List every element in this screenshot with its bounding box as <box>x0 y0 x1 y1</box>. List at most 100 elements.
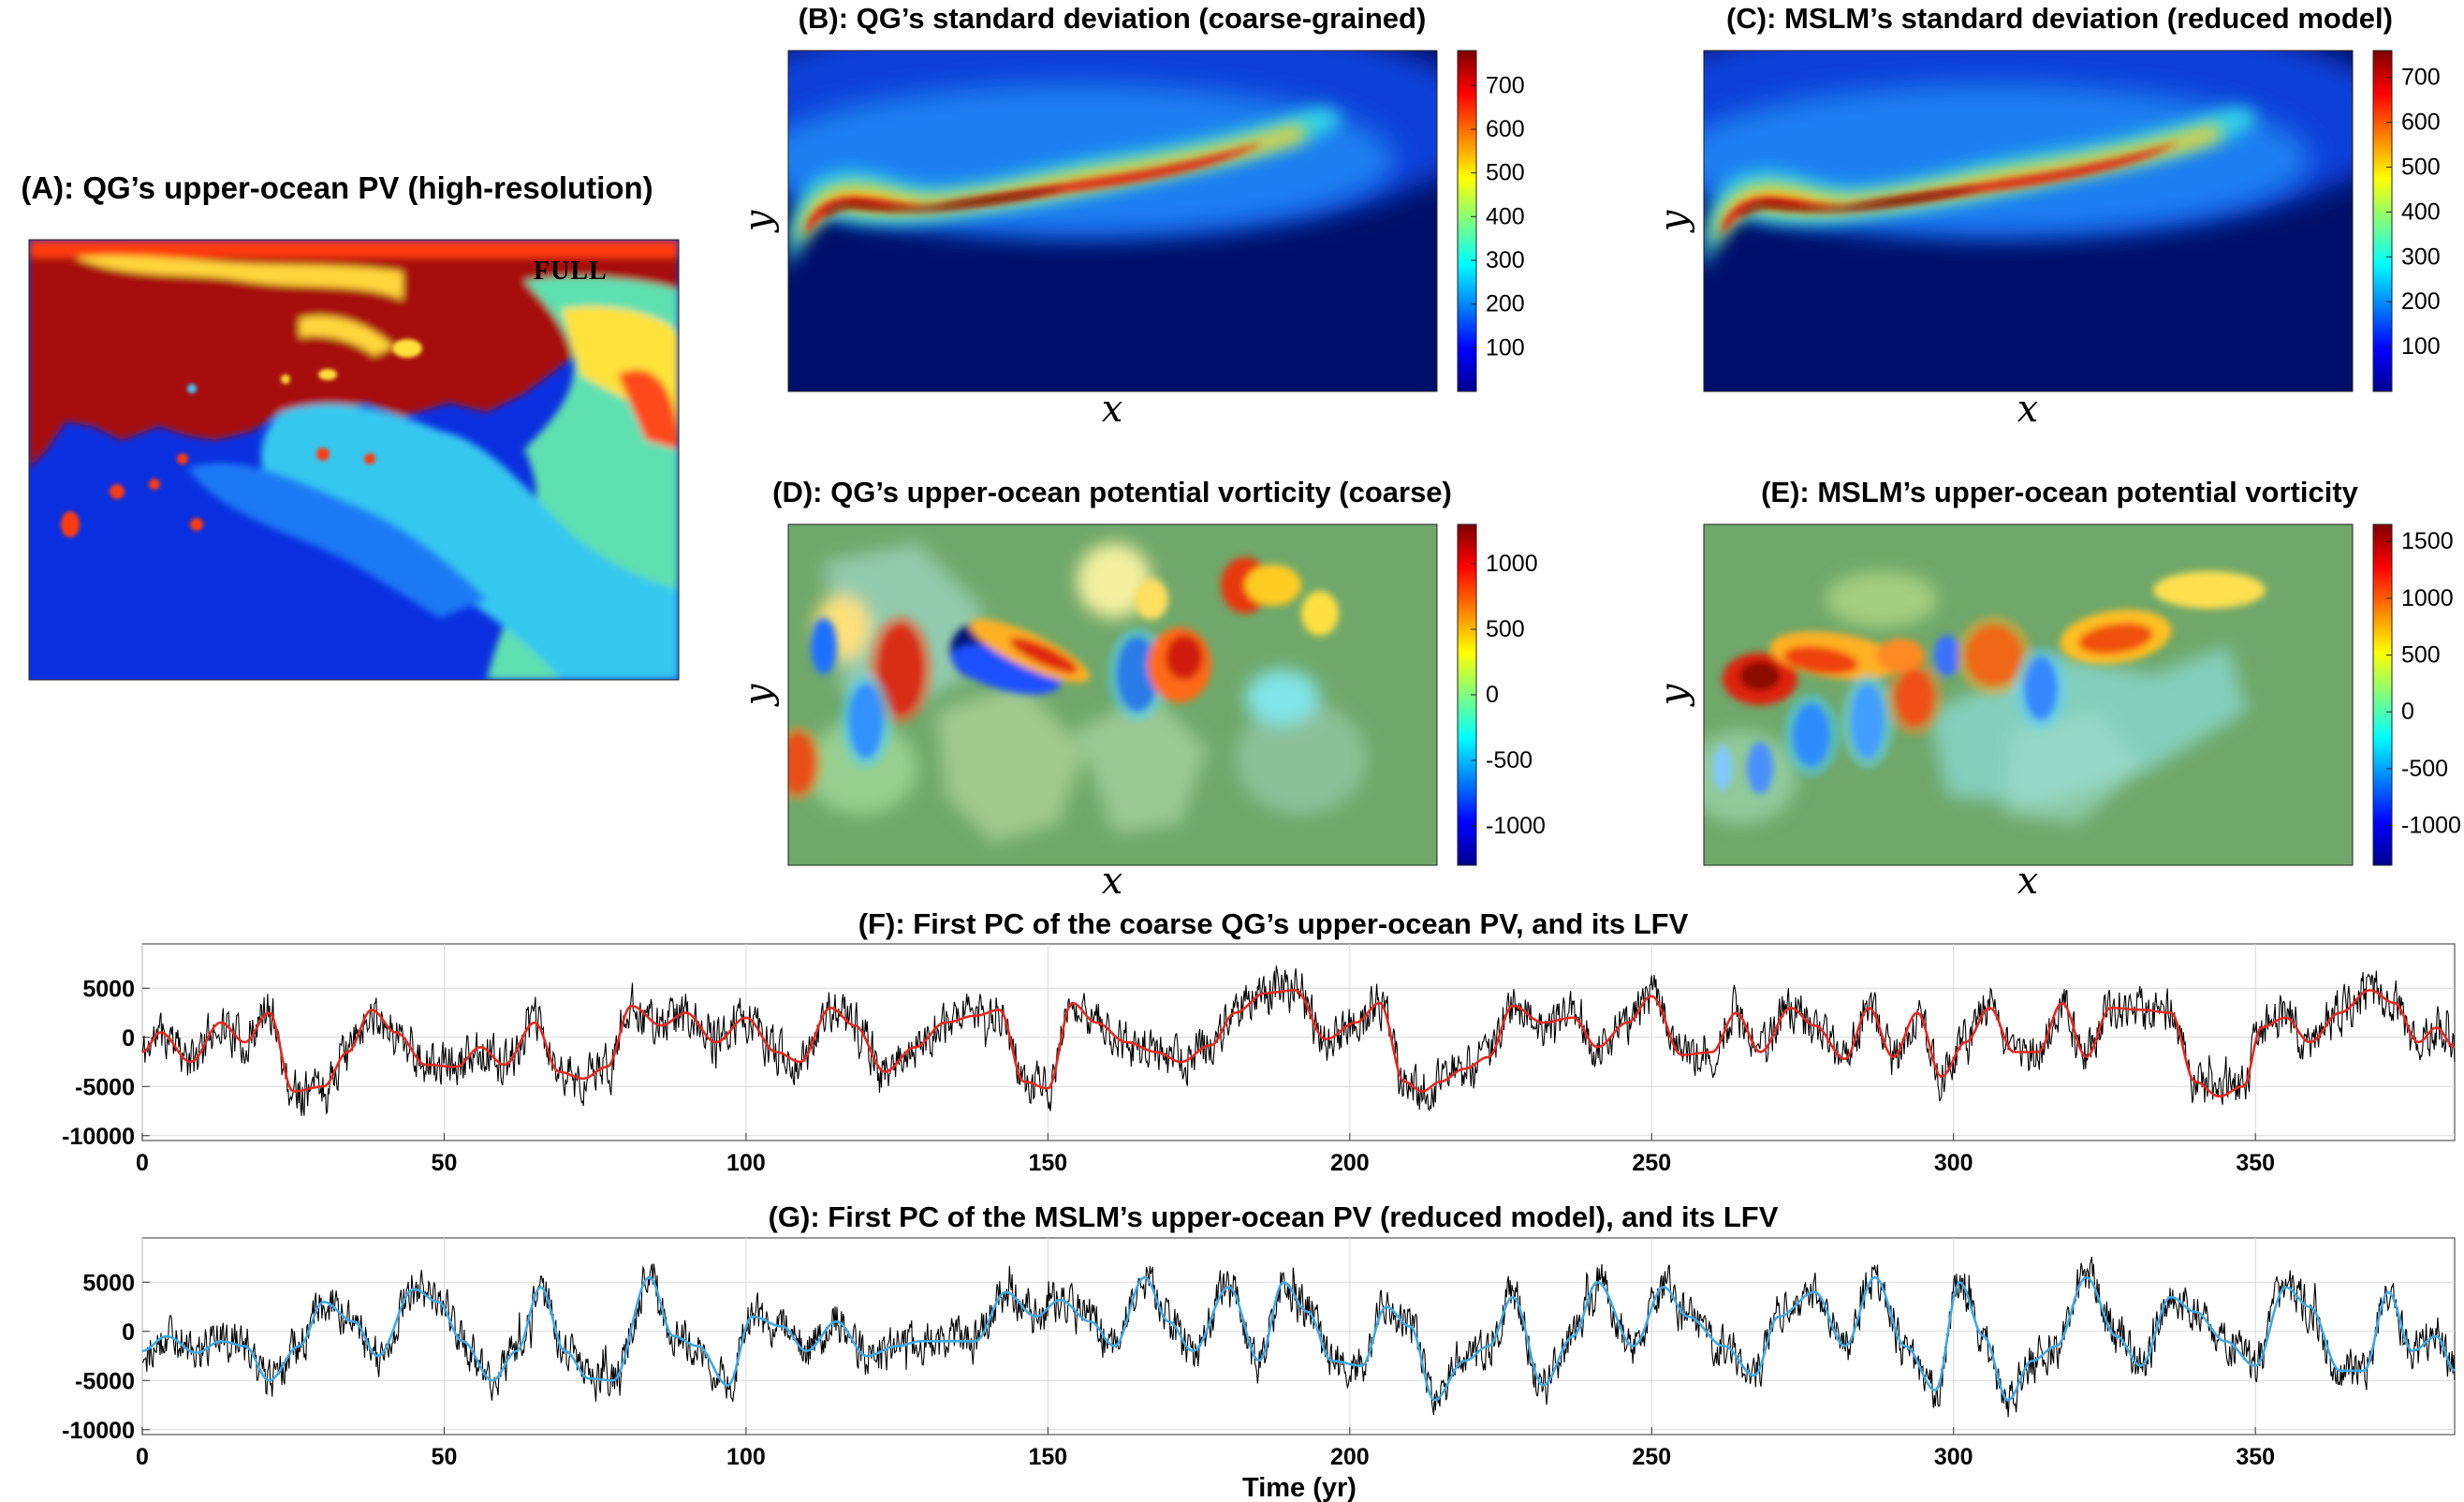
y-tick-label: 5000 <box>82 976 135 1002</box>
panel-a: (A): QG’s upper-ocean PV (high-resolutio… <box>21 170 680 681</box>
panel-a-frame <box>28 239 680 681</box>
colorbar-tick-label: -1000 <box>2401 813 2461 839</box>
panel-d: (D): QG’s upper-ocean potential vorticit… <box>737 476 1546 903</box>
panel-b-frame <box>787 50 1438 392</box>
colorbar-tick-label: 1500 <box>2401 528 2454 554</box>
colorbar-tick-label: 700 <box>2401 65 2441 91</box>
panel-f-ticks: 0 50 100 150 200 250 300 350 -10000 -5000 0 5000 <box>62 976 2275 1176</box>
panel-f-gridlines <box>141 944 2455 1141</box>
x-tick-label: 150 <box>1029 1150 1068 1176</box>
panel-a-title: (A): QG’s upper-ocean PV (high-resolutio… <box>21 170 653 205</box>
panel-c-title: (C): MSLM’s standard deviation (reduced … <box>1726 2 2393 35</box>
panel-f: (F): First PC of the coarse QG’s upper-o… <box>62 907 2456 1176</box>
colorbar-tick-label: 100 <box>2401 333 2441 360</box>
x-tick-label: 350 <box>2236 1150 2275 1176</box>
panel-e: (E): MSLM’s upper-ocean potential vortic… <box>1652 476 2461 903</box>
panel-d-frame <box>787 523 1438 866</box>
y-tick-label: 0 <box>122 1319 135 1346</box>
panel-b-ylabel: y <box>737 209 780 233</box>
x-tick-label: 100 <box>726 1444 766 1470</box>
x-tick-label: 200 <box>1330 1150 1370 1176</box>
f-pc-series-line <box>141 965 2456 1116</box>
x-tick-label: 300 <box>1934 1150 1973 1176</box>
panel-e-frame <box>1703 523 2354 866</box>
colorbar-tick-label: 500 <box>2401 642 2441 669</box>
colorbar-tick-label: 200 <box>1486 291 1525 317</box>
panel-g: (G): First PC of the MSLM’s upper-ocean … <box>62 1200 2456 1502</box>
x-tick-label: 50 <box>432 1150 458 1176</box>
panel-f-plot-area <box>141 943 2456 1141</box>
colorbar-e-ticks: -1000 -500 0 500 1000 1500 <box>2386 528 2461 839</box>
panel-a-heatmap: FULL <box>29 240 679 680</box>
panel-c-xlabel: x <box>2017 388 2039 431</box>
colorbar-tick-label: 1000 <box>1486 551 1538 577</box>
panel-g-ticks: 0 50 100 150 200 250 300 350 -10000 -5000 0 5000 <box>62 1270 2275 1470</box>
x-tick-label: 250 <box>1632 1150 1671 1176</box>
panel-a-full-label: FULL <box>534 257 608 286</box>
panel-f-series <box>141 965 2456 1116</box>
colorbar-tick-label: 700 <box>1486 72 1525 98</box>
panel-g-plot-area <box>141 1237 2456 1436</box>
panel-g-title: (G): First PC of the MSLM’s upper-ocean … <box>769 1200 1779 1233</box>
panel-c-frame <box>1703 50 2354 392</box>
colorbar-c <box>2372 50 2393 392</box>
colorbar-tick-label: 500 <box>2401 155 2441 181</box>
colorbar-b <box>1457 50 1477 392</box>
colorbar-tick-label: 600 <box>2401 110 2441 136</box>
panel-e-title: (E): MSLM’s upper-ocean potential vortic… <box>1761 476 2359 508</box>
colorbar-tick-label: 600 <box>1486 116 1525 142</box>
colorbar-tick-label: 400 <box>2401 199 2441 225</box>
panel-b-title: (B): QG’s standard deviation (coarse-gra… <box>799 2 1427 35</box>
g-lfv-series-line <box>141 1275 2456 1402</box>
colorbar-tick-label: 100 <box>1486 334 1525 361</box>
colorbar-d-ticks: -1000 -500 0 500 1000 <box>1471 551 1546 839</box>
panel-c-ylabel: y <box>1652 209 1695 233</box>
panel-b: (B): QG’s standard deviation (coarse-gra… <box>737 2 1525 431</box>
colorbar-tick-label: 300 <box>1486 247 1525 273</box>
y-tick-label: -10000 <box>62 1418 135 1444</box>
panel-c-heatmap <box>1704 51 2353 391</box>
panel-g-xlabel: Time (yr) <box>1242 1473 1357 1502</box>
y-tick-label: 0 <box>122 1025 135 1052</box>
panel-g-gridlines <box>141 1238 2455 1435</box>
x-tick-label: 150 <box>1029 1444 1068 1470</box>
colorbar-tick-label: 0 <box>2401 699 2414 725</box>
panel-d-heatmap <box>788 524 1437 865</box>
colorbar-tick-label: 400 <box>1486 203 1525 229</box>
panel-d-xlabel: x <box>1102 860 1123 903</box>
colorbar-tick-label: -500 <box>1486 747 1533 773</box>
y-tick-label: -10000 <box>62 1124 135 1150</box>
x-tick-label: 0 <box>136 1150 149 1176</box>
y-tick-label: -5000 <box>75 1368 135 1394</box>
colorbar-tick-label: 500 <box>1486 616 1525 642</box>
x-tick-label: 300 <box>1934 1444 1973 1470</box>
panel-c: (C): MSLM’s standard deviation (reduced … <box>1652 2 2441 431</box>
colorbar-c-ticks: 100 200 300 400 500 600 700 <box>2386 65 2441 360</box>
colorbar-tick-label: -1000 <box>1486 813 1546 839</box>
colorbar-tick-label: 1000 <box>2401 585 2454 611</box>
x-tick-label: 50 <box>432 1444 458 1470</box>
panel-b-heatmap <box>788 51 1437 391</box>
colorbar-tick-label: 300 <box>2401 243 2441 270</box>
panel-e-xlabel: x <box>2017 860 2039 903</box>
colorbar-b-ticks: 100 200 300 400 500 600 700 <box>1471 72 1525 361</box>
colorbar-tick-label: 200 <box>2401 288 2441 315</box>
x-tick-label: 350 <box>2236 1444 2275 1470</box>
x-tick-label: 200 <box>1330 1444 1370 1470</box>
colorbar-e <box>2372 523 2393 866</box>
colorbar-tick-label: -500 <box>2401 756 2448 782</box>
x-tick-label: 100 <box>726 1150 766 1176</box>
y-tick-label: -5000 <box>75 1074 135 1100</box>
panel-f-title: (F): First PC of the coarse QG’s upper-o… <box>858 907 1689 940</box>
panel-e-heatmap <box>1704 524 2353 865</box>
x-tick-label: 250 <box>1632 1444 1671 1470</box>
panel-d-ylabel: y <box>737 683 780 707</box>
panel-b-xlabel: x <box>1102 388 1123 431</box>
colorbar-tick-label: 0 <box>1486 682 1499 708</box>
panel-e-ylabel: y <box>1652 683 1695 707</box>
colorbar-tick-label: 500 <box>1486 160 1525 186</box>
y-tick-label: 5000 <box>82 1270 135 1296</box>
x-tick-label: 0 <box>136 1444 149 1470</box>
f-lfv-series-line <box>141 989 2456 1098</box>
